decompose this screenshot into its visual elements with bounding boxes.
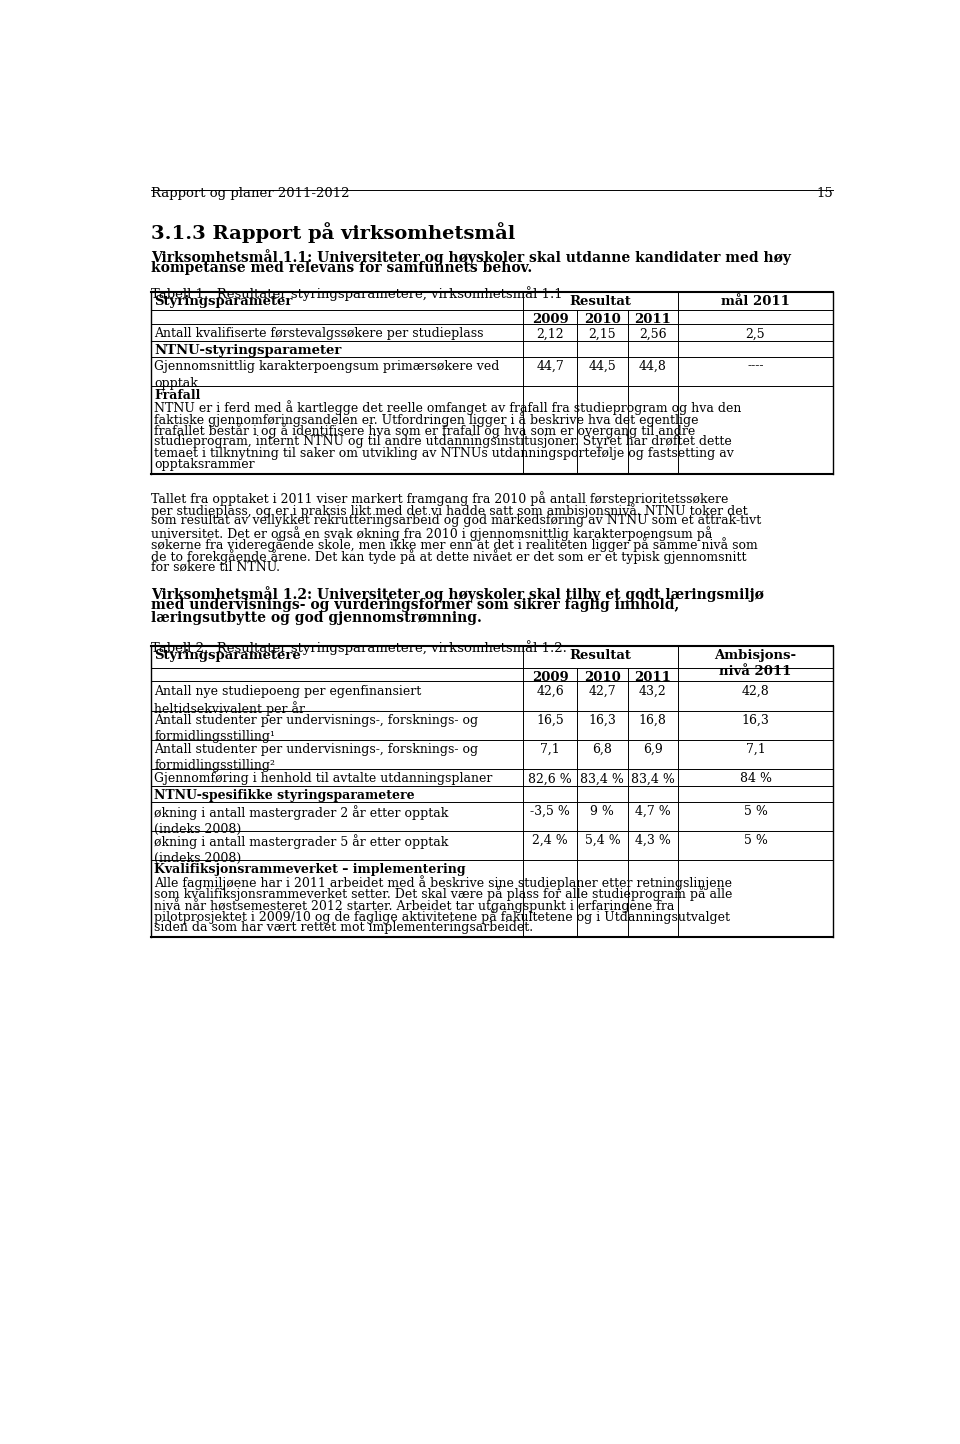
- Text: ----: ----: [747, 360, 764, 373]
- Text: Rapport og planer 2011-2012: Rapport og planer 2011-2012: [151, 188, 349, 201]
- Text: Kvalifiksjonsrammeverket – implementering: Kvalifiksjonsrammeverket – implementerin…: [155, 864, 466, 877]
- Text: -3,5 %: -3,5 %: [530, 804, 570, 817]
- Text: faktiske gjennomføringsandelen er. Utfordringen ligger i å beskrive hva det egen: faktiske gjennomføringsandelen er. Utfor…: [155, 412, 699, 427]
- Text: 44,7: 44,7: [537, 360, 564, 373]
- Text: 3.1.3 Rapport på virksomhetsmål: 3.1.3 Rapport på virksomhetsmål: [151, 222, 516, 244]
- Text: for søkere til NTNU.: for søkere til NTNU.: [151, 560, 280, 573]
- Text: Tabell 1.  Resultater styringsparametere, virksomhetsmål 1.1: Tabell 1. Resultater styringsparametere,…: [151, 286, 563, 300]
- Text: 6,9: 6,9: [643, 744, 662, 757]
- Text: 2011: 2011: [635, 313, 671, 326]
- Text: Resultat: Resultat: [569, 295, 632, 308]
- Text: 84 %: 84 %: [739, 773, 772, 786]
- Text: 9 %: 9 %: [590, 804, 614, 817]
- Text: med undervisnings- og vurderingsformer som sikrer faglig innhold,: med undervisnings- og vurderingsformer s…: [151, 598, 680, 612]
- Text: 44,8: 44,8: [638, 360, 667, 373]
- Text: Gjennomføring i henhold til avtalte utdanningsplaner: Gjennomføring i henhold til avtalte utda…: [155, 773, 492, 786]
- Text: Antall kvalifiserte førstevalgssøkere per studieplass: Antall kvalifiserte førstevalgssøkere pe…: [155, 328, 484, 341]
- Text: 2009: 2009: [532, 670, 568, 683]
- Text: 6,8: 6,8: [592, 744, 612, 757]
- Text: 16,5: 16,5: [537, 713, 564, 726]
- Text: 2,5: 2,5: [746, 328, 765, 341]
- Text: 2,56: 2,56: [639, 328, 666, 341]
- Text: 2,15: 2,15: [588, 328, 616, 341]
- Text: som resultat av vellykket rekrutteringsarbeid og god markedsføring av NTNU som e: som resultat av vellykket rekrutteringsa…: [151, 514, 761, 527]
- Text: Antall studenter per undervisnings-, forsknings- og
formidlingsstilling²: Antall studenter per undervisnings-, for…: [155, 744, 478, 773]
- Text: 2,12: 2,12: [537, 328, 564, 341]
- Text: siden da som har vært rettet mot implementeringsarbeidet.: siden da som har vært rettet mot impleme…: [155, 921, 533, 934]
- Text: 5 %: 5 %: [744, 804, 767, 817]
- Text: 16,8: 16,8: [638, 713, 667, 726]
- Text: 4,7 %: 4,7 %: [635, 804, 671, 817]
- Text: 43,2: 43,2: [639, 684, 666, 697]
- Text: frafallet består i og å identifisere hva som er frafall og hva som er overgang t: frafallet består i og å identifisere hva…: [155, 423, 695, 439]
- Text: 82,6 %: 82,6 %: [528, 773, 572, 786]
- Text: NTNU-styringsparameter: NTNU-styringsparameter: [155, 344, 342, 357]
- Text: økning i antall mastergrader 5 år etter opptak
(indeks 2008): økning i antall mastergrader 5 år etter …: [155, 835, 448, 865]
- Text: 15: 15: [816, 188, 833, 201]
- Text: 5,4 %: 5,4 %: [585, 835, 620, 848]
- Text: nivå når høstsemesteret 2012 starter. Arbeidet tar utgangspunkt i erfaringene fr: nivå når høstsemesteret 2012 starter. Ar…: [155, 898, 675, 913]
- Text: NTNU er i ferd med å kartlegge det reelle omfanget av frafall fra studieprogram : NTNU er i ferd med å kartlegge det reell…: [155, 400, 741, 416]
- Text: universitet. Det er også en svak økning fra 2010 i gjennomsnittlig karakterpoeng: universitet. Det er også en svak økning …: [151, 526, 712, 542]
- Text: pilotprosjektet i 2009/10 og de faglige aktivitetene på fakultetene og i Utdanni: pilotprosjektet i 2009/10 og de faglige …: [155, 910, 731, 924]
- Text: Virksomhetsmål 1.1: Universiteter og høyskoler skal utdanne kandidater med høy: Virksomhetsmål 1.1: Universiteter og høy…: [151, 248, 791, 264]
- Text: 42,8: 42,8: [742, 684, 769, 697]
- Text: Styringsparameter: Styringsparameter: [155, 295, 293, 308]
- Text: Antall studenter per undervisnings-, forsknings- og
formidlingsstilling¹: Antall studenter per undervisnings-, for…: [155, 713, 478, 742]
- Text: Tabell 2.  Resultater styringsparametere, virksomhetsmål 1.2.: Tabell 2. Resultater styringsparametere,…: [151, 640, 566, 654]
- Text: Antall nye studiepoeng per egenfinansiert
heltidsekvivalent per år: Antall nye studiepoeng per egenfinansier…: [155, 684, 421, 716]
- Text: læringsutbytte og god gjennomstrømning.: læringsutbytte og god gjennomstrømning.: [151, 611, 482, 625]
- Text: 83,4 %: 83,4 %: [581, 773, 624, 786]
- Text: søkerne fra videregående skole, men ikke mer enn at det i realiteten ligger på s: søkerne fra videregående skole, men ikke…: [151, 537, 757, 553]
- Text: 2010: 2010: [584, 313, 621, 326]
- Text: 7,1: 7,1: [540, 744, 560, 757]
- Text: økning i antall mastergrader 2 år etter opptak
(indeks 2008): økning i antall mastergrader 2 år etter …: [155, 804, 448, 836]
- Text: mål 2011: mål 2011: [721, 295, 790, 308]
- Text: studieprogram, internt NTNU og til andre utdanningsinstitusjoner. Styret har drø: studieprogram, internt NTNU og til andre…: [155, 435, 732, 448]
- Text: som kvalifiksjonsrammeverket setter. Det skal være på plass for alle studieprogr: som kvalifiksjonsrammeverket setter. Det…: [155, 887, 732, 901]
- Text: temaet i tilknytning til saker om utvikling av NTNUs utdanningsportefølje og fas: temaet i tilknytning til saker om utvikl…: [155, 446, 734, 459]
- Text: Styringsparametere: Styringsparametere: [155, 650, 300, 663]
- Text: Resultat: Resultat: [569, 650, 632, 663]
- Text: 16,3: 16,3: [741, 713, 769, 726]
- Text: 2009: 2009: [532, 313, 568, 326]
- Text: per studieplass, og er i praksis likt med det vi hadde satt som ambisjonsnivå. N: per studieplass, og er i praksis likt me…: [151, 503, 748, 518]
- Text: 44,5: 44,5: [588, 360, 616, 373]
- Text: Gjennomsnittlig karakterpoengsum primærsøkere ved
opptak: Gjennomsnittlig karakterpoengsum primærs…: [155, 360, 499, 390]
- Text: 16,3: 16,3: [588, 713, 616, 726]
- Text: Frafall: Frafall: [155, 388, 201, 401]
- Text: Virksomhetsmål 1.2: Universiteter og høyskoler skal tilby et godt læringsmiljø: Virksomhetsmål 1.2: Universiteter og høy…: [151, 586, 764, 602]
- Text: 2010: 2010: [584, 670, 621, 683]
- Text: opptaksrammer: opptaksrammer: [155, 458, 254, 471]
- Text: Alle fagmiljøene har i 2011 arbeidet med å beskrive sine studieplaner etter retn: Alle fagmiljøene har i 2011 arbeidet med…: [155, 875, 732, 890]
- Text: 2011: 2011: [635, 670, 671, 683]
- Text: NTNU-spesifikke styringsparametere: NTNU-spesifikke styringsparametere: [155, 790, 415, 803]
- Text: de to forekgående årene. Det kan tyde på at dette nivået er det som er et typisk: de to forekgående årene. Det kan tyde på…: [151, 549, 747, 565]
- Text: 7,1: 7,1: [746, 744, 765, 757]
- Text: 83,4 %: 83,4 %: [631, 773, 675, 786]
- Text: 42,6: 42,6: [537, 684, 564, 697]
- Text: 42,7: 42,7: [588, 684, 616, 697]
- Text: Tallet fra opptaket i 2011 viser markert framgang fra 2010 på antall førsteprior: Tallet fra opptaket i 2011 viser markert…: [151, 491, 729, 507]
- Text: 5 %: 5 %: [744, 835, 767, 848]
- Text: kompetanse med relevans for samfunnets behov.: kompetanse med relevans for samfunnets b…: [151, 261, 532, 274]
- Text: 2,4 %: 2,4 %: [532, 835, 568, 848]
- Text: Ambisjons-
nivå 2011: Ambisjons- nivå 2011: [714, 650, 797, 679]
- Text: 4,3 %: 4,3 %: [635, 835, 671, 848]
